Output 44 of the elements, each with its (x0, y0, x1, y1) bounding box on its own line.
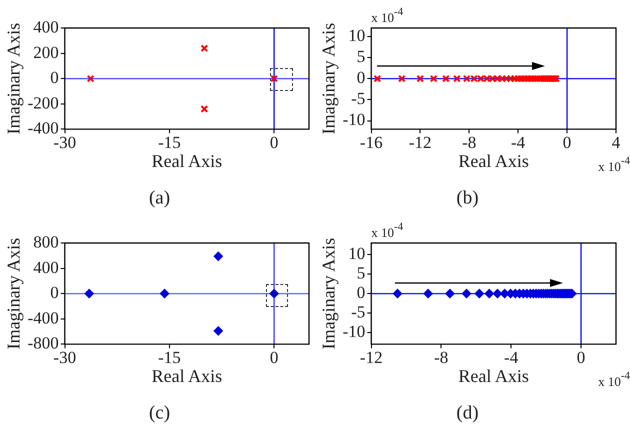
y-tick-label: -10 (342, 322, 366, 341)
text: (d) (456, 402, 479, 424)
y-axis-title: Imaginary Axis (318, 238, 339, 350)
x-tick-label: 0 (270, 132, 278, 152)
x-tick-label: 0 (270, 348, 278, 367)
y-tick-label: 400 (33, 258, 59, 277)
y-tick-label: 10 (348, 244, 366, 264)
x-tick-label: -4 (511, 132, 526, 152)
y-tick-label: 0 (356, 283, 366, 302)
x-tick-label: -12 (360, 348, 383, 367)
y-tick-label: 200 (33, 42, 59, 62)
text: (b) (456, 188, 479, 209)
y-axis-title: Imaginary Axis (4, 22, 24, 134)
y-axis-title: Imaginary Axis (318, 22, 339, 134)
x-axis-title: Real Axis (458, 151, 529, 172)
x-tick-label: -4 (504, 348, 519, 367)
y-tick-label: 0 (50, 68, 59, 88)
y-tick-label: 0 (356, 68, 366, 88)
x-tick-label: 4 (612, 132, 621, 152)
y-tick-label: 5 (356, 264, 366, 283)
x-tick-label: 0 (562, 132, 572, 152)
x-axis-title: Real Axis (152, 151, 222, 172)
y-tick-label: 400 (33, 17, 59, 36)
x-axis-title: Real Axis (152, 366, 222, 386)
x-tick-label: -8 (462, 132, 476, 152)
x-tick-label: -15 (158, 132, 181, 152)
y-tick-label: -5 (351, 302, 366, 322)
y-tick-label: -400 (28, 308, 59, 328)
x-tick-label: 0 (576, 348, 586, 367)
x-tick-label: -16 (360, 132, 383, 152)
x-tick-label: -15 (158, 348, 181, 367)
text: (a) (148, 188, 170, 209)
x-tick-label: -12 (408, 132, 432, 152)
x-tick-label: -8 (434, 348, 448, 367)
text: (c) (148, 402, 170, 424)
y-tick-label: 800 (33, 232, 59, 252)
y-tick-label: 5 (356, 46, 366, 66)
y-tick-label: 0 (50, 283, 59, 302)
x-axis-title: Real Axis (458, 366, 529, 386)
y-tick-label: -200 (28, 93, 59, 112)
y-tick-label: -10 (342, 110, 366, 130)
y-tick-label: -5 (351, 89, 366, 108)
y-tick-label: 10 (348, 26, 366, 45)
y-axis-title: Imaginary Axis (4, 238, 24, 350)
